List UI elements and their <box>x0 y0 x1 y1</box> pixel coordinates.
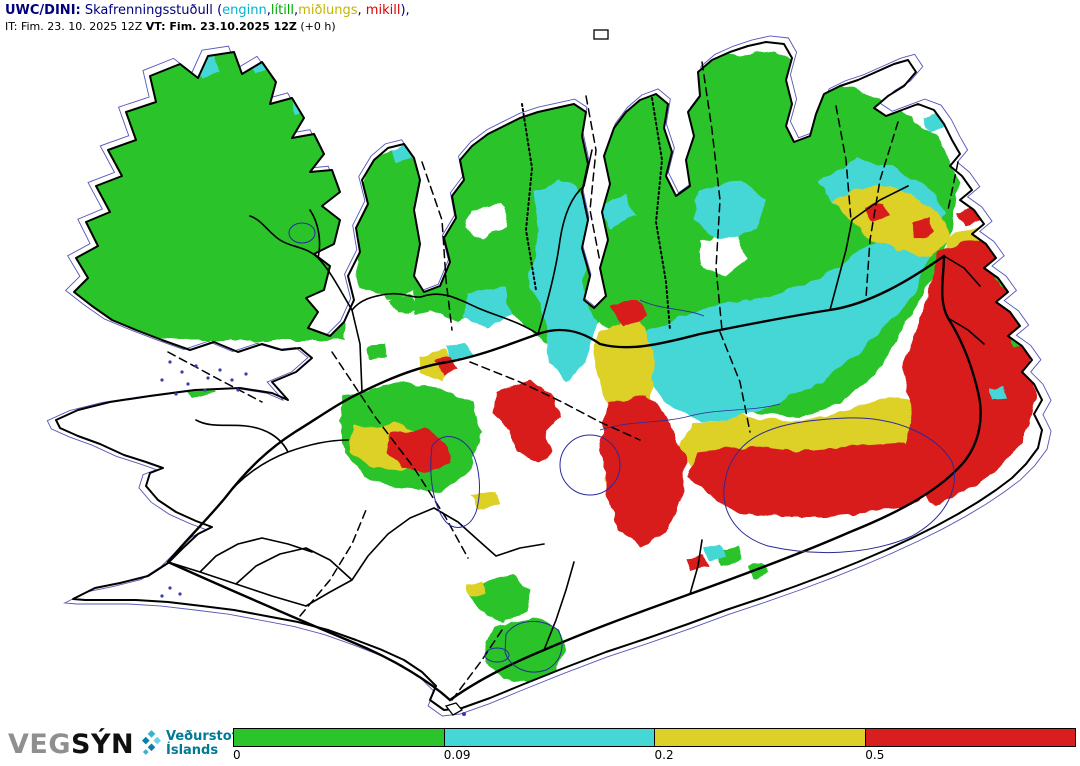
legend-sep-3: , <box>357 3 366 18</box>
legend-sep-1: , <box>266 3 271 18</box>
islets-layer <box>160 29 609 716</box>
met-office-name: Veðurstofa Íslands <box>166 730 246 758</box>
boundaries-layer <box>167 61 959 701</box>
vegsyn-veg: VEG <box>8 729 72 760</box>
cyan-cells-layer <box>192 54 946 561</box>
legend-close-paren: ), <box>400 3 410 18</box>
vedurstofa-logo-icon <box>141 730 162 755</box>
roads-layer <box>166 149 985 702</box>
legend-category-midlungs: miðlungs <box>298 3 358 18</box>
colorbar-seg-green <box>234 729 444 746</box>
glacier-outlines-layer <box>288 222 955 673</box>
colorbar-label-05: 0.5 <box>865 748 885 762</box>
colorbar-label-009: 0.09 <box>443 748 471 762</box>
colorbar-labels: 0 0.09 0.2 0.5 <box>233 748 1076 763</box>
colorbar-label-02: 0.2 <box>654 748 674 762</box>
met-office-line1: Veðurstofa <box>166 729 247 744</box>
product-code: UWC/DINI: <box>5 3 81 18</box>
white-gaps-layer <box>466 204 748 276</box>
vegsyn-syn: SÝN <box>71 729 135 760</box>
product-title-line: UWC/DINI: Skafrenningsstuðull (enginn,lí… <box>5 3 410 20</box>
colorbar-seg-red <box>864 729 1075 746</box>
colorbar-seg-cyan <box>443 729 654 746</box>
legend-open-paren: ( <box>217 3 223 18</box>
legend-category-litill: lítill <box>270 3 295 18</box>
colorbar-seg-yellow <box>654 729 865 746</box>
time-line: IT: Fim. 23. 10. 2025 12Z VT: Fim. 23.10… <box>5 20 410 34</box>
issue-time: IT: Fim. 23. 10. 2025 12Z <box>5 19 143 33</box>
snowdrift-data-layer <box>60 45 1036 684</box>
colorbar <box>233 728 1076 747</box>
vegsyn-logo: VEGSÝN <box>8 730 134 760</box>
met-office-line2: Íslands <box>166 743 219 758</box>
legend-category-enginn: enginn <box>222 3 267 18</box>
lead-time-offset: (+0 h) <box>300 19 336 33</box>
legend-sep-2: , <box>294 3 299 18</box>
colorbar-label-0: 0 <box>233 748 241 762</box>
valid-time: VT: Fim. 23.10.2025 12Z <box>145 19 297 33</box>
legend-category-mikill: mikill <box>365 3 401 18</box>
product-name: Skafrenningsstuðull <box>84 3 213 18</box>
map-title-block: UWC/DINI: Skafrenningsstuðull (enginn,lí… <box>5 3 410 34</box>
